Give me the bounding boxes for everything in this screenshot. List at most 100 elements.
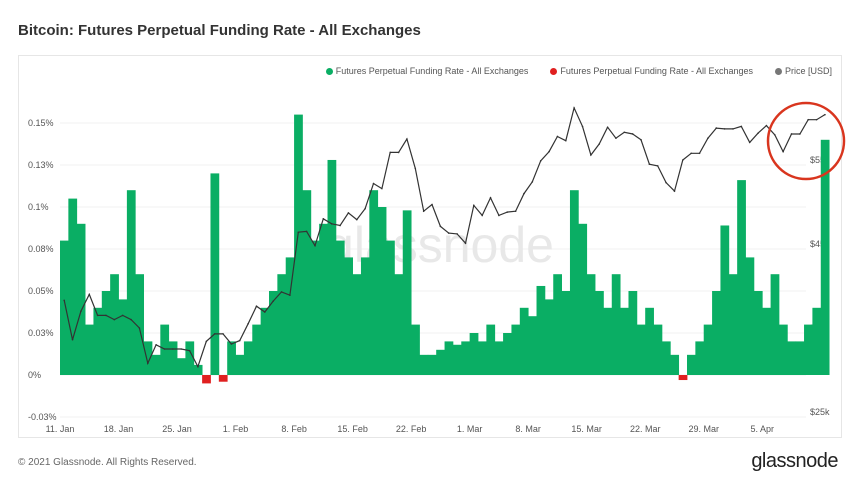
funding-bar-positive <box>444 341 454 375</box>
funding-bar-positive <box>770 274 780 375</box>
funding-bar-positive <box>611 274 621 375</box>
price-point <box>63 299 65 302</box>
funding-bar-positive <box>494 341 504 375</box>
funding-bar-positive <box>703 324 713 375</box>
price-point <box>71 338 74 341</box>
price-point <box>514 210 517 213</box>
price-point <box>172 348 174 350</box>
y-tick-label: 0.13% <box>28 160 54 170</box>
price-point <box>188 349 191 352</box>
funding-bar-positive <box>519 307 529 375</box>
annotation-circle <box>766 101 846 181</box>
funding-bar-positive <box>536 285 546 375</box>
price-point <box>765 124 768 127</box>
funding-bar-positive <box>377 207 387 375</box>
x-tick-label: 11. Jan <box>46 424 75 434</box>
funding-bar-positive <box>76 223 86 375</box>
funding-bar-positive <box>227 341 236 375</box>
funding-bar-positive <box>235 354 245 375</box>
funding-bar-positive <box>101 291 111 375</box>
green-dot-icon <box>325 68 333 75</box>
legend-label: Futures Perpetual Funding Rate - All Exc… <box>560 66 753 76</box>
funding-bar-negative <box>678 375 688 381</box>
price-point <box>347 212 350 214</box>
funding-bar-positive <box>402 210 412 375</box>
funding-bar-positive <box>661 341 671 375</box>
price-point <box>372 182 375 185</box>
price-point <box>548 150 550 153</box>
price-point <box>757 132 759 134</box>
funding-bar-positive <box>427 354 437 375</box>
funding-bar-positive <box>327 159 337 375</box>
legend-item-price[interactable]: Price [USD] <box>774 66 832 76</box>
y2-tick-label: $45k <box>810 239 830 249</box>
funding-bar-negative <box>202 375 211 384</box>
funding-bar-positive <box>360 257 370 375</box>
legend-item-funding-positive[interactable]: Futures Perpetual Funding Rate - All Exc… <box>325 66 528 76</box>
x-tick-label: 22. Mar <box>630 424 661 434</box>
funding-bar-positive <box>461 341 471 375</box>
legend-item-funding-negative[interactable]: Futures Perpetual Funding Rate - All Exc… <box>550 66 753 76</box>
funding-bar-positive <box>85 324 94 375</box>
price-point <box>715 127 718 129</box>
price-point <box>740 125 743 128</box>
funding-bar-positive <box>653 324 663 375</box>
price-point <box>264 311 266 313</box>
funding-bar-positive <box>569 190 579 375</box>
price-point <box>88 293 91 296</box>
price-point <box>96 314 99 317</box>
price-point <box>163 348 166 350</box>
x-tick-label: 22. Feb <box>396 424 427 434</box>
funding-bar-positive <box>352 274 362 375</box>
funding-bar-positive <box>285 257 295 375</box>
price-point <box>314 244 316 247</box>
price-point <box>464 242 467 244</box>
funding-bar-positive <box>193 364 203 375</box>
funding-bar-positive <box>143 341 153 375</box>
funding-bar-positive <box>436 349 445 375</box>
funding-bar-positive <box>60 240 69 375</box>
price-point <box>690 152 692 155</box>
funding-bar-positive <box>68 198 78 375</box>
price-point <box>815 118 818 121</box>
price-point <box>138 327 141 329</box>
price-point <box>80 310 82 313</box>
price-point <box>422 210 425 213</box>
price-point <box>598 143 601 145</box>
price-point <box>381 187 383 190</box>
price-point <box>523 192 525 195</box>
price-point <box>564 139 567 142</box>
y-tick-label: 0.15% <box>28 118 54 128</box>
funding-bar-positive <box>595 291 604 375</box>
price-point <box>623 131 626 134</box>
price-point <box>723 128 726 130</box>
x-tick-label: 5. Apr <box>750 424 774 434</box>
x-tick-label: 29. Mar <box>688 424 719 434</box>
y2-tick-label: $55k <box>810 155 830 165</box>
price-point <box>748 141 751 144</box>
funding-bar-positive <box>553 274 562 375</box>
funding-bar-positive <box>645 307 654 375</box>
funding-bar-positive <box>486 324 496 375</box>
copyright: © 2021 Glassnode. All Rights Reserved. <box>18 457 197 468</box>
price-line <box>63 106 826 369</box>
funding-bar-positive <box>394 274 404 375</box>
funding-bar-positive <box>795 341 805 375</box>
price-point <box>130 318 132 321</box>
funding-bar-positive <box>126 190 136 375</box>
price-point <box>456 233 458 235</box>
price-point <box>481 214 483 217</box>
y2-tick-label: $25k <box>810 407 830 417</box>
funding-bar-positive <box>628 291 638 375</box>
price-point <box>155 344 157 346</box>
price-point <box>364 207 366 210</box>
price-point <box>473 204 475 207</box>
funding-bar-positive <box>636 324 646 375</box>
price-point <box>782 150 784 153</box>
x-tick-label: 8. Feb <box>281 424 307 434</box>
funding-bar-positive <box>712 291 721 375</box>
funding-bar-positive <box>720 225 730 375</box>
price-point <box>297 231 300 234</box>
funding-bar-positive <box>310 240 320 375</box>
price-point <box>707 137 709 139</box>
